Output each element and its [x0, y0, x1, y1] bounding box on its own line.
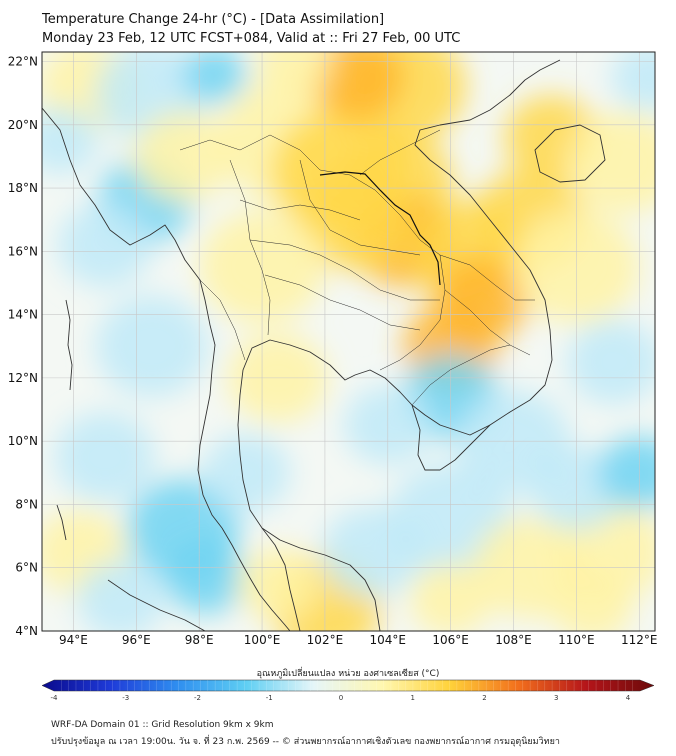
model-info: WRF-DA Domain 01 :: Grid Resolution 9km … — [51, 720, 274, 730]
anomaly-blob-warm_light — [236, 546, 319, 621]
nicobar-islands — [56, 504, 67, 541]
anomaly-blob-warm_light — [551, 568, 633, 631]
colorbar-tick: 2 — [482, 694, 486, 702]
lon-label: 94°E — [59, 633, 88, 647]
colorbar-tick: 3 — [554, 694, 558, 702]
colorbar-tick: -2 — [194, 694, 201, 702]
lon-label: 110°E — [558, 633, 595, 647]
credit-line: ปรับปรุงข้อมูล ณ เวลา 19:00น. วัน จ. ที่… — [51, 737, 560, 747]
anomaly-blob-warm_strong — [309, 52, 404, 120]
lat-label: 8°N — [15, 497, 38, 511]
temperature-anomaly-blobs — [42, 52, 655, 631]
hainan-island — [534, 124, 606, 183]
lon-label: 106°E — [432, 633, 469, 647]
colorbar-tick: -1 — [266, 694, 273, 702]
gulf-coastline — [237, 59, 561, 631]
lon-label: 98°E — [185, 633, 214, 647]
anomaly-blob-cool_strong — [164, 540, 247, 614]
lat-label: 14°N — [8, 308, 38, 322]
lon-label: 100°E — [244, 633, 281, 647]
chart-subtitle: Monday 23 Feb, 12 UTC FCST+084, Valid at… — [42, 31, 461, 46]
map-frame-border — [41, 51, 656, 632]
lat-label: 12°N — [8, 371, 38, 385]
graticule-lines — [42, 52, 655, 631]
colorbar: -4 -3 -2 -1 0 1 2 3 4 — [41, 679, 655, 702]
colorbar-tick: 0 — [339, 694, 343, 702]
lao-thai-border — [319, 171, 441, 286]
longitude-axis-labels: 94°E 96°E 98°E 100°E 102°E 104°E 106°E 108°E 110… — [59, 633, 658, 647]
lon-label: 96°E — [122, 633, 151, 647]
lat-label: 10°N — [8, 434, 38, 448]
malaysia-coast — [261, 527, 381, 631]
anomaly-blob-cool_light — [95, 295, 209, 398]
anomaly-blob-cool_light — [54, 411, 156, 503]
lon-label: 104°E — [370, 633, 407, 647]
colorbar-gradient — [41, 679, 655, 692]
anomaly-blob-cool_strong — [183, 52, 247, 103]
lat-label: 4°N — [15, 624, 38, 638]
lon-label: 102°E — [307, 633, 344, 647]
colorbar-tick: -4 — [51, 694, 59, 702]
lat-label: 22°N — [8, 54, 38, 68]
anomaly-blob-warm_light — [133, 111, 234, 202]
colorbar-tick: -3 — [122, 694, 129, 702]
lon-label: 108°E — [495, 633, 532, 647]
lat-label: 16°N — [8, 244, 38, 258]
sumatra-coast — [107, 579, 206, 631]
anomaly-blob-cool_light — [611, 52, 655, 112]
anomaly-blob-cool_light — [566, 319, 655, 405]
chart-title: Temperature Change 24-hr (°C) - [Data As… — [42, 12, 385, 27]
peninsula-west-coast — [221, 527, 291, 631]
temperature-field — [42, 52, 655, 631]
anomaly-blob-cool_light — [57, 202, 153, 288]
lat-label: 20°N — [8, 118, 38, 132]
anomaly-blob-cool_light — [76, 559, 165, 631]
colorbar-tick: 1 — [411, 694, 415, 702]
anomaly-blob-cool_light — [202, 433, 291, 513]
colorbar-tick: 4 — [626, 694, 631, 702]
colorbar-title: อุณหภูมิเปลี่ยนแปลง หน่วย องศาเซลเซียส (… — [257, 666, 440, 679]
lat-label: 18°N — [8, 181, 38, 195]
latitude-axis-labels: 22°N 20°N 18°N 16°N 14°N 12°N 10°N 8°N 6°N 4°N — [8, 54, 38, 638]
lat-label: 6°N — [15, 561, 38, 575]
anomaly-blob-warm_light — [255, 52, 332, 96]
anomaly-blob-cool_strong — [598, 436, 655, 510]
mekong-delta-coast — [411, 404, 491, 471]
andaman-islands — [65, 299, 73, 391]
anomaly-blob-cool_light — [42, 106, 99, 175]
admin-borders — [179, 129, 535, 406]
lon-label: 112°E — [621, 633, 658, 647]
